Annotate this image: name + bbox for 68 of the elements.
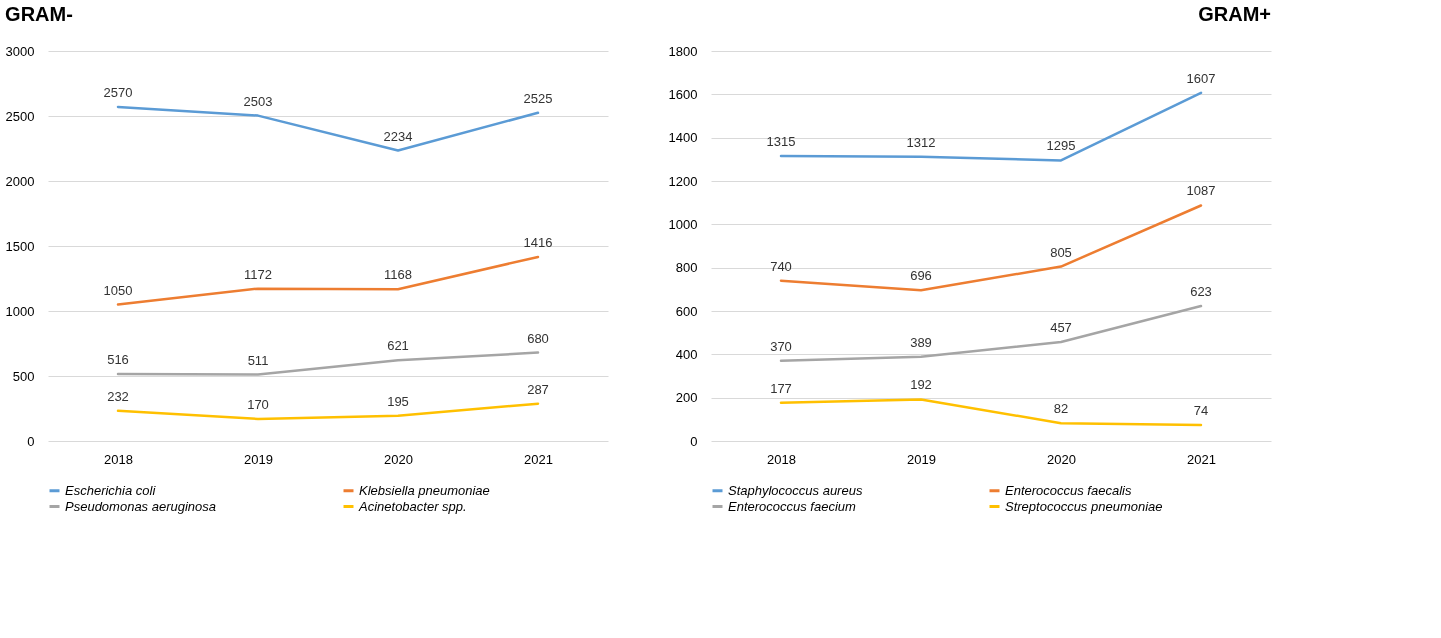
legend-label: Enterococcus faecium [728,498,857,514]
data-label: 621 [387,338,409,354]
x-tick-label: 2018 [767,451,796,467]
data-label: 1416 [523,234,553,250]
data-label: 516 [107,351,129,367]
line-series [116,105,540,152]
data-label: 740 [770,258,792,274]
y-tick-label: 1200 [668,173,698,189]
chart-title: GRAM+ [1198,3,1271,25]
data-label: 1168 [384,267,412,283]
data-label: 170 [247,396,269,412]
data-label: 1312 [906,134,936,150]
y-tick-label: 0 [27,433,35,449]
data-label: 1172 [244,266,272,282]
data-label: 389 [910,334,932,350]
x-tick-label: 2019 [244,451,273,467]
y-tick-label: 0 [690,433,698,449]
data-label: 1050 [103,282,133,298]
data-label: 232 [107,388,129,404]
data-label: 2234 [383,128,413,144]
y-tick-label: 3000 [5,43,35,59]
x-tick-label: 2018 [104,451,133,467]
data-label: 1315 [766,134,796,150]
y-tick-label: 1800 [668,43,698,59]
data-label: 370 [770,338,792,354]
data-label: 457 [1050,319,1072,335]
x-tick-label: 2020 [1047,451,1076,467]
x-tick-label: 2021 [1187,451,1216,467]
y-tick-label: 2500 [5,108,35,124]
data-label: 82 [1053,401,1069,417]
data-label: 680 [527,330,549,346]
y-tick-label: 800 [675,260,698,276]
data-label: 287 [527,381,549,397]
data-label: 805 [1050,244,1072,260]
y-tick-label: 600 [675,303,698,319]
data-label: 177 [770,380,792,396]
y-tick-label: 200 [675,390,698,406]
data-label: 623 [1190,284,1212,300]
data-label: 2503 [243,93,273,109]
y-tick-label: 1000 [5,303,35,319]
data-label: 1295 [1046,138,1076,154]
y-tick-label: 1500 [5,238,35,254]
legend-label: Enterococcus faecalis [1005,482,1132,498]
data-label: 696 [910,268,932,284]
data-label: 195 [387,393,409,409]
legend-label: Streptococcus pneumoniae [1005,498,1163,514]
legend-label: Staphylococcus aureus [728,482,863,498]
legend-label: Pseudomonas aeruginosa [65,498,217,514]
legend-label: Escherichia coli [65,482,157,498]
data-label: 2525 [523,90,553,106]
y-tick-label: 2000 [5,173,35,189]
x-tick-label: 2019 [907,451,936,467]
y-tick-label: 500 [12,368,35,384]
data-label: 192 [910,377,932,393]
chart-title: GRAM- [5,3,73,25]
x-tick-label: 2021 [524,451,553,467]
y-tick-label: 400 [675,346,698,362]
x-tick-label: 2020 [384,451,413,467]
legend-label: Acinetobacter spp. [358,498,467,514]
y-tick-label: 1600 [668,86,698,102]
y-tick-label: 1400 [668,130,698,146]
y-tick-label: 1000 [668,216,698,232]
data-label: 1607 [1186,70,1216,86]
legend-label: Klebsiella pneumoniae [359,482,490,498]
data-label: 1087 [1186,183,1216,199]
data-label: 511 [247,352,269,368]
data-label: 2570 [103,84,133,100]
data-label: 74 [1193,402,1209,418]
